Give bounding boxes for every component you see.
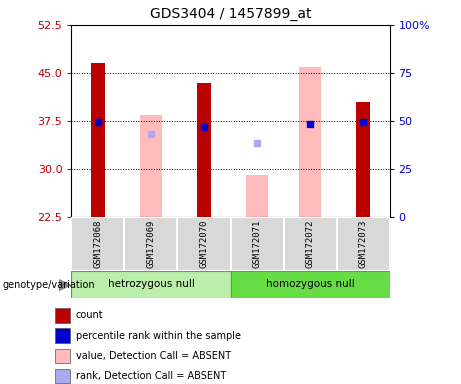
Text: value, Detection Call = ABSENT: value, Detection Call = ABSENT xyxy=(76,351,230,361)
Text: hetrozygous null: hetrozygous null xyxy=(107,279,195,289)
Bar xyxy=(140,114,161,217)
Bar xyxy=(71,271,230,298)
Bar xyxy=(284,217,337,271)
Bar xyxy=(197,83,211,217)
Polygon shape xyxy=(59,280,71,291)
Bar xyxy=(55,349,70,363)
Bar xyxy=(124,217,177,271)
Bar xyxy=(55,308,70,323)
Bar xyxy=(55,328,70,343)
Bar xyxy=(356,102,370,217)
Text: GSM172072: GSM172072 xyxy=(306,220,314,268)
Title: GDS3404 / 1457899_at: GDS3404 / 1457899_at xyxy=(150,7,311,21)
Text: GSM172073: GSM172073 xyxy=(359,220,367,268)
Text: GSM172071: GSM172071 xyxy=(253,220,261,268)
Bar xyxy=(91,63,105,217)
Text: homozygous null: homozygous null xyxy=(266,279,355,289)
Bar xyxy=(246,175,267,217)
Text: GSM172069: GSM172069 xyxy=(147,220,155,268)
Text: GSM172068: GSM172068 xyxy=(94,220,102,268)
Bar xyxy=(337,217,390,271)
Text: genotype/variation: genotype/variation xyxy=(2,280,95,290)
Bar xyxy=(55,369,70,383)
Text: GSM172070: GSM172070 xyxy=(200,220,208,268)
Text: rank, Detection Call = ABSENT: rank, Detection Call = ABSENT xyxy=(76,371,226,381)
Text: percentile rank within the sample: percentile rank within the sample xyxy=(76,331,241,341)
Bar xyxy=(299,66,320,217)
Bar xyxy=(230,217,284,271)
Bar xyxy=(71,217,124,271)
Bar xyxy=(230,271,390,298)
Text: count: count xyxy=(76,310,103,321)
Bar xyxy=(177,217,230,271)
